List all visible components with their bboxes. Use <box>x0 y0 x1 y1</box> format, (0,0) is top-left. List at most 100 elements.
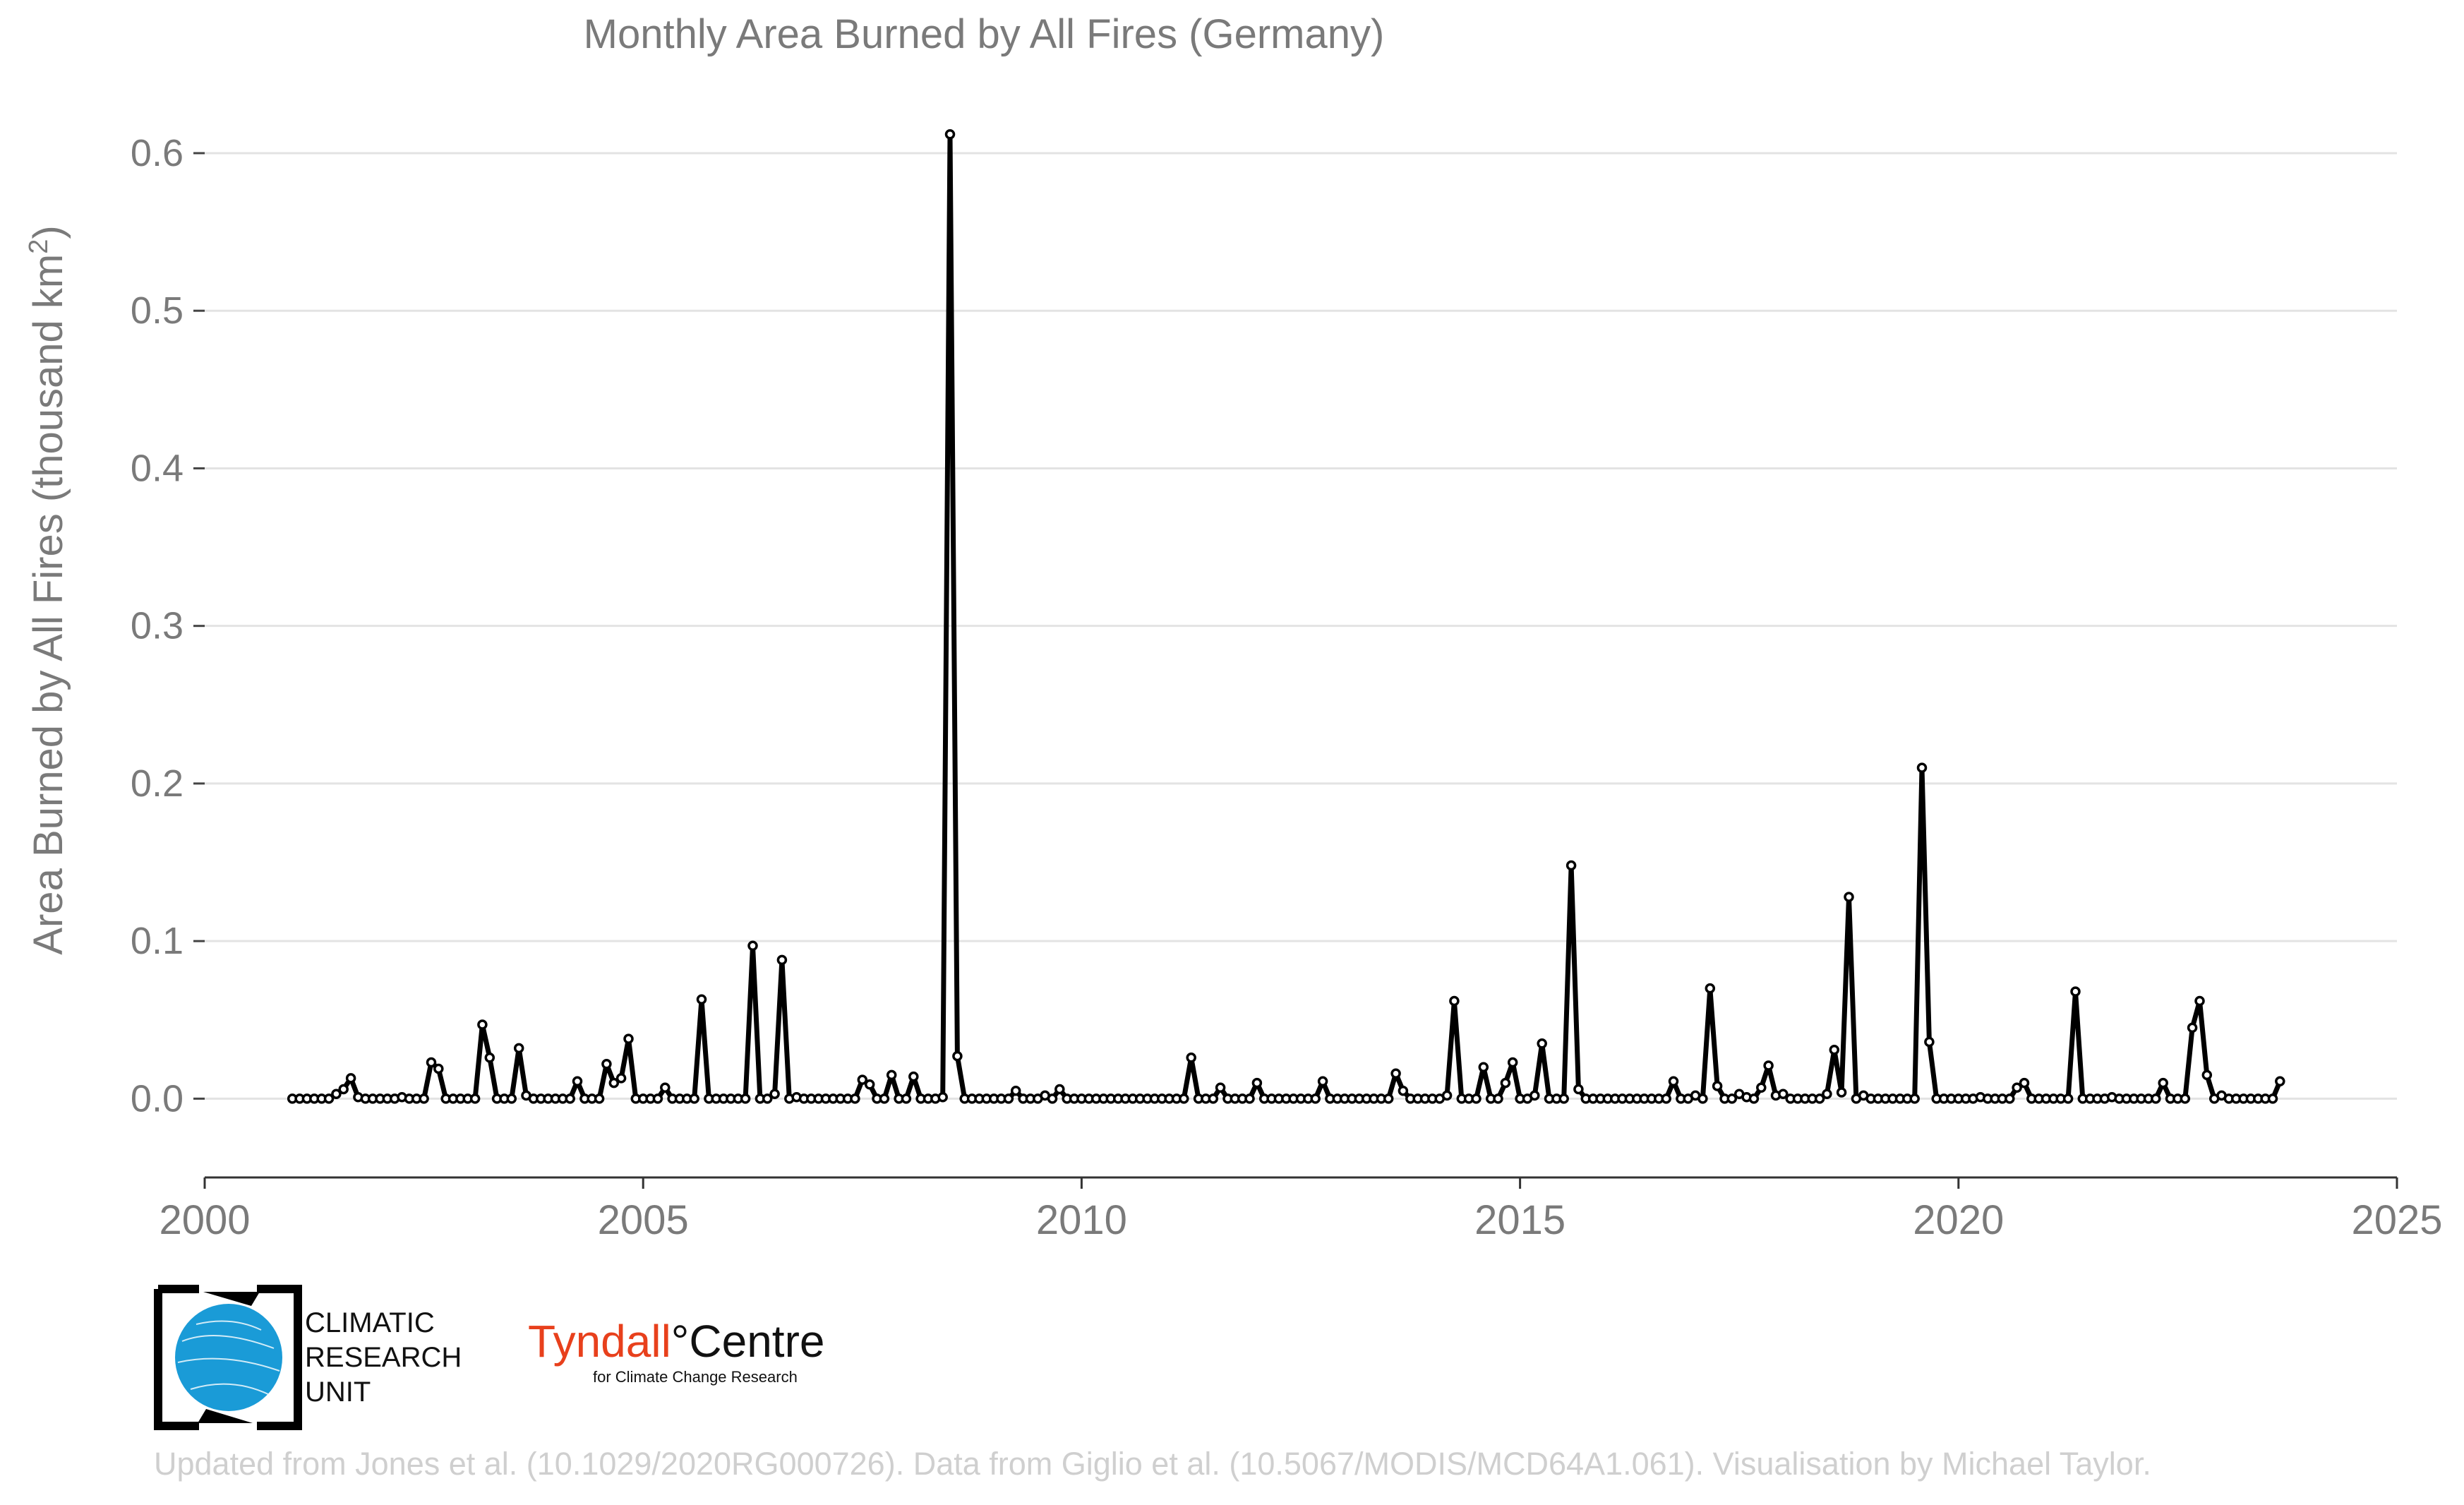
gridlines <box>205 152 2397 1100</box>
y-tick-label: 0.5 <box>131 289 184 332</box>
data-point <box>886 1069 897 1081</box>
data-point <box>1208 1093 1219 1104</box>
tyndall-logo: Tyndall°Centre for Climate Change Resear… <box>528 1319 824 1386</box>
data-point <box>1844 892 1854 902</box>
data-point <box>908 1071 919 1082</box>
data-point <box>1916 762 1928 773</box>
y-tick-label: 0.4 <box>131 447 184 489</box>
data-point <box>1493 1093 1503 1104</box>
data-point <box>1441 1090 1453 1101</box>
data-point <box>2267 1093 2278 1104</box>
data-point <box>1756 1082 1767 1093</box>
data-point <box>1558 1093 1569 1104</box>
data-point <box>433 1063 444 1074</box>
data-point <box>740 1093 751 1104</box>
data-point <box>1003 1093 1014 1104</box>
x-tick-label: 2025 <box>2351 1197 2442 1243</box>
data-point <box>2187 1022 2198 1033</box>
cru-line: RESEARCH <box>305 1342 462 1373</box>
data-point <box>1712 1081 1723 1091</box>
data-point <box>2070 986 2081 997</box>
data-point <box>623 1033 634 1044</box>
data-point <box>1697 1093 1708 1104</box>
y-tick-label: 0.0 <box>131 1077 184 1120</box>
data-point <box>506 1093 517 1104</box>
data-point <box>762 1093 773 1104</box>
data-point <box>1251 1077 1263 1089</box>
data-point <box>1398 1085 1409 1096</box>
data-point <box>689 1093 699 1104</box>
data-point <box>1726 1093 1738 1104</box>
data-point <box>323 1093 335 1104</box>
data-point <box>2012 1082 2022 1093</box>
data-point <box>1317 1076 1328 1087</box>
data-point <box>331 1089 342 1099</box>
data-point <box>952 1050 963 1062</box>
footer-credits: Updated from Jones et al. (10.1029/2020R… <box>154 1446 2151 1482</box>
data-point <box>426 1057 437 1068</box>
data-point <box>1186 1053 1196 1063</box>
data-point <box>1661 1093 1671 1104</box>
data-point <box>944 128 956 140</box>
data-point <box>660 1082 671 1093</box>
data-point <box>2180 1093 2191 1104</box>
data-point <box>776 954 788 966</box>
data-point <box>1179 1093 1189 1104</box>
data-point <box>1763 1060 1774 1071</box>
data-point <box>484 1053 495 1063</box>
y-tick-label: 0.3 <box>131 605 184 647</box>
data-point <box>1449 995 1460 1007</box>
data-point <box>419 1093 429 1104</box>
data-point <box>1047 1093 1058 1104</box>
data-point <box>1471 1093 1482 1104</box>
data-point <box>1924 1036 1935 1048</box>
centre-word: °Centre <box>671 1316 825 1367</box>
data-point <box>879 1093 890 1104</box>
data-point <box>1310 1093 1321 1104</box>
data-point <box>857 1074 868 1085</box>
data-point <box>1054 1084 1065 1095</box>
data-point <box>1573 1084 1584 1095</box>
data-point <box>513 1043 524 1054</box>
data-point <box>345 1073 356 1084</box>
data-point <box>1383 1093 1394 1104</box>
y-axis: 0.0 0.1 0.2 0.3 0.4 0.5 0.6 <box>131 132 205 1120</box>
data-point <box>469 1093 481 1104</box>
data-point <box>850 1093 860 1104</box>
y-tick-label: 0.2 <box>131 762 184 805</box>
cru-logo <box>154 1285 302 1430</box>
data-point <box>1668 1076 1679 1087</box>
x-tick-label: 2015 <box>1474 1197 1565 1243</box>
x-tick-label: 2000 <box>159 1197 250 1243</box>
data-point <box>1537 1038 1547 1049</box>
data-series <box>287 128 2285 1104</box>
data-point <box>1778 1089 1789 1099</box>
x-tick-label: 2020 <box>1913 1197 2004 1243</box>
cru-line: CLIMATIC <box>305 1307 435 1338</box>
data-point <box>477 1019 488 1030</box>
data-point <box>1705 983 1716 994</box>
data-point <box>937 1091 948 1103</box>
data-point <box>2194 995 2205 1007</box>
data-point <box>1909 1093 1920 1104</box>
series-line <box>292 131 2283 1101</box>
x-tick-label: 2005 <box>598 1197 689 1243</box>
data-point <box>2158 1077 2168 1089</box>
data-point <box>2151 1093 2161 1104</box>
data-point <box>1748 1093 1760 1104</box>
data-point <box>2275 1076 2285 1087</box>
data-point <box>652 1093 663 1104</box>
data-point <box>1822 1089 1832 1099</box>
data-point <box>1215 1082 1226 1093</box>
data-point <box>1814 1093 1825 1104</box>
data-point <box>572 1076 583 1087</box>
cru-line: UNIT <box>305 1377 371 1408</box>
data-point <box>601 1059 612 1069</box>
data-point <box>1507 1057 1518 1068</box>
data-point <box>2201 1069 2213 1081</box>
cru-name: CLIMATIC RESEARCH UNIT <box>305 1306 462 1410</box>
y-axis-label: Area Burned by All Fires (thousand km2) <box>24 225 71 954</box>
data-point <box>696 994 707 1005</box>
data-point <box>594 1093 605 1104</box>
